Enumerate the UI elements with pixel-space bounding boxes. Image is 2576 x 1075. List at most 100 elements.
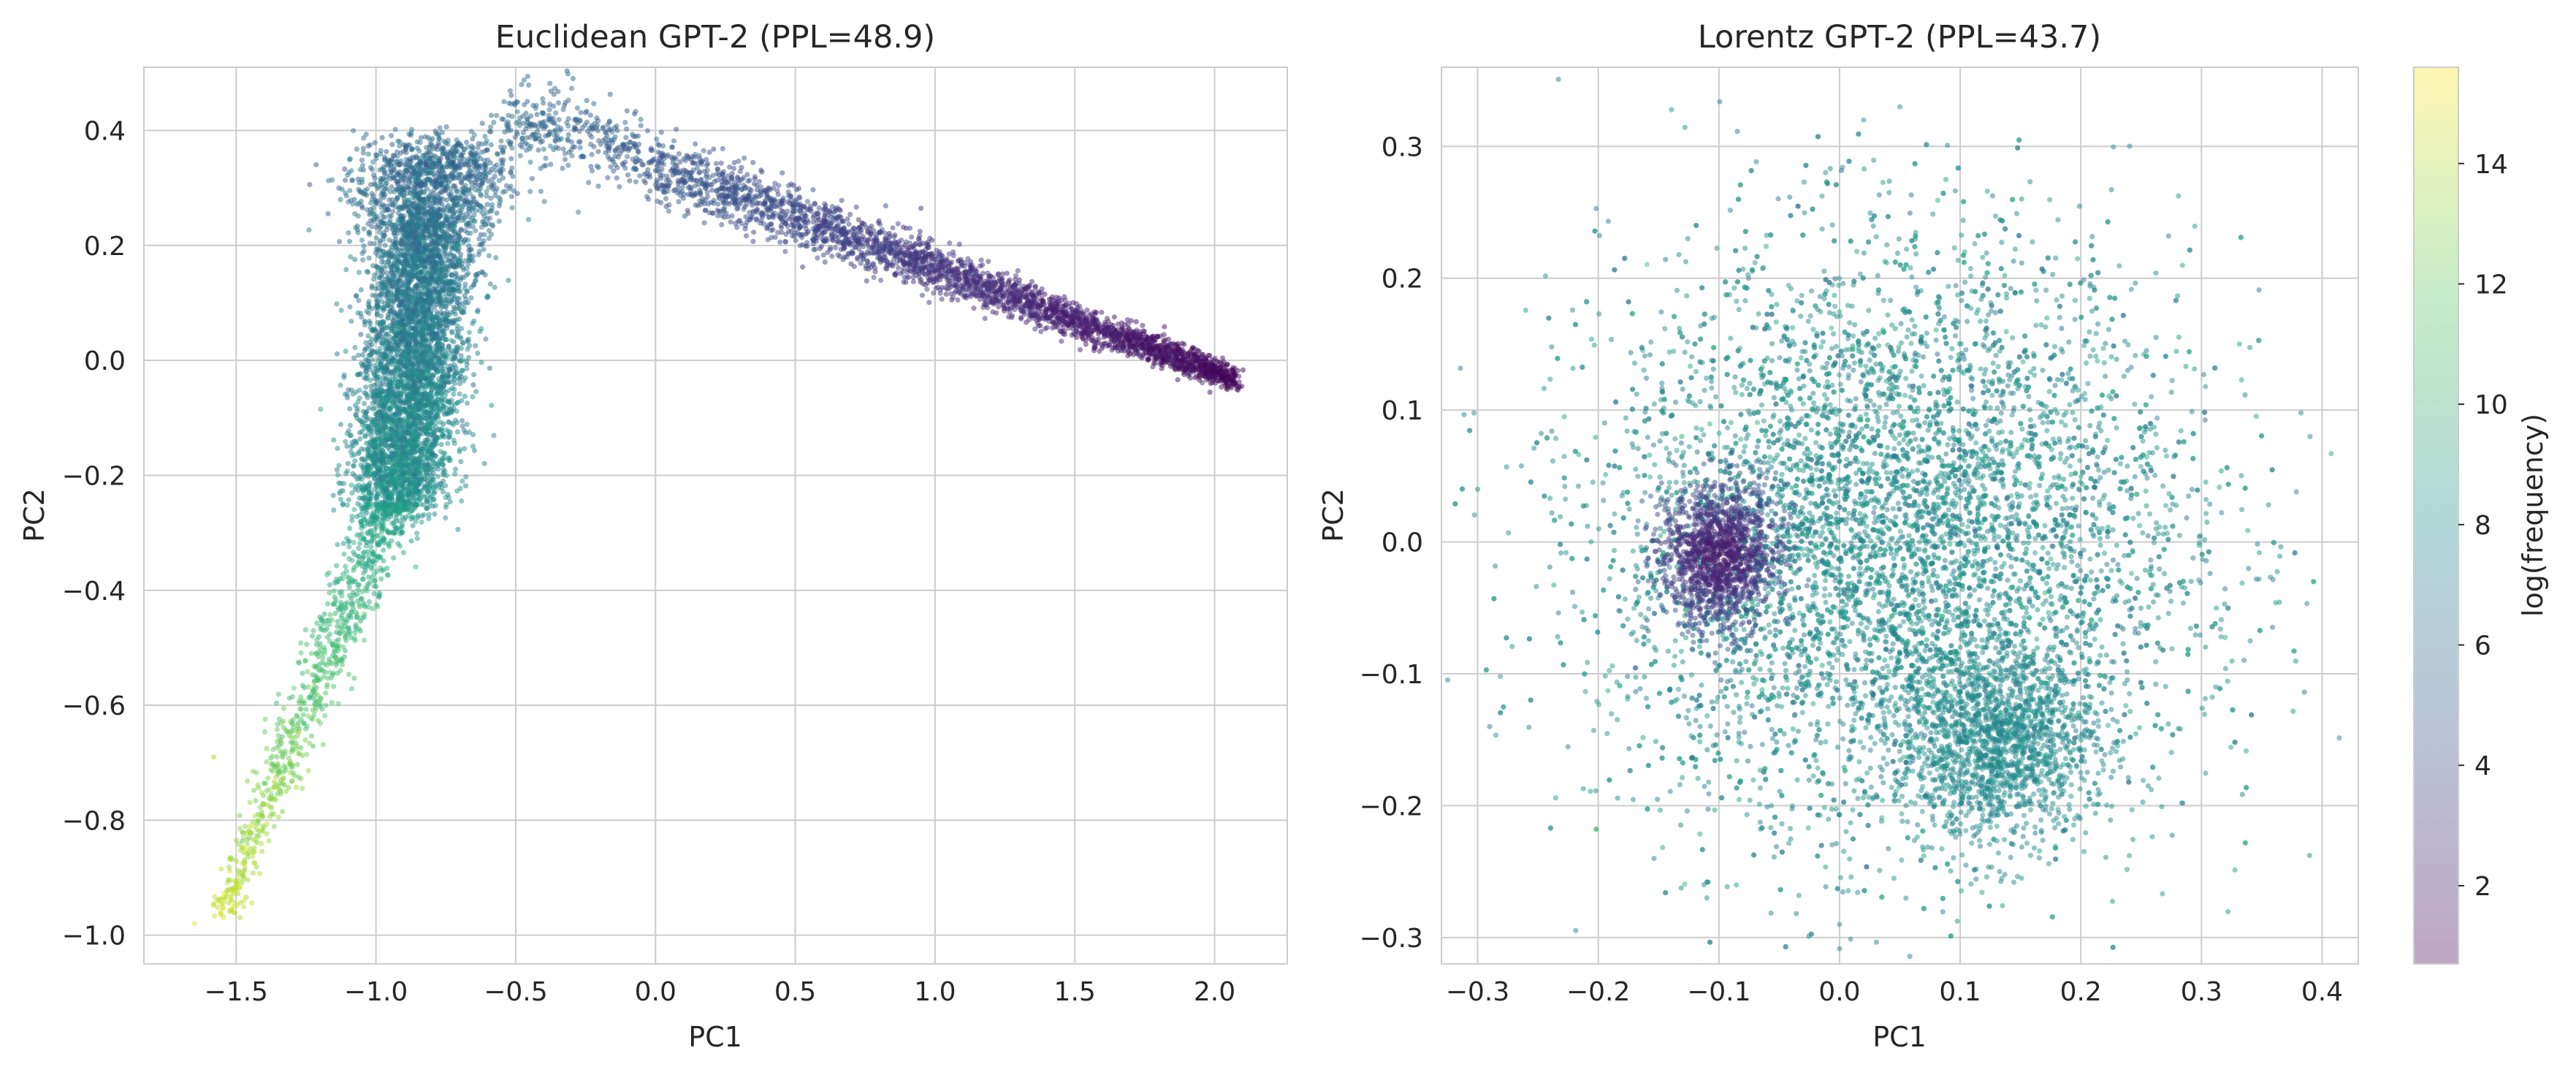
scatter-point (455, 526, 461, 533)
scatter-point (396, 425, 402, 431)
scatter-point (456, 175, 462, 181)
scatter-point (460, 357, 466, 363)
scatter-point (382, 243, 388, 248)
scatter-point (365, 301, 371, 307)
scatter-point (359, 238, 365, 243)
scatter-point (408, 214, 414, 220)
scatter-point (468, 295, 474, 301)
scatter-point (432, 511, 438, 517)
scatter-point (595, 183, 601, 189)
scatter-point (389, 142, 395, 148)
scatter-point (479, 242, 484, 248)
scatter-point (434, 354, 440, 360)
scatter-point (387, 385, 393, 391)
scatter-point (422, 134, 428, 140)
scatter-point (426, 342, 432, 348)
scatter-point (343, 349, 348, 354)
scatter-point (334, 467, 340, 473)
scatter-point (487, 208, 493, 214)
scatter-point (466, 168, 473, 174)
scatter-point (485, 293, 491, 299)
scatter-point (358, 332, 364, 338)
scatter-point (441, 421, 446, 427)
scatter-point (361, 135, 367, 141)
scatter-point (460, 478, 465, 484)
scatter-point (529, 175, 535, 181)
scatter-point (375, 367, 381, 373)
scatter-point (342, 178, 348, 183)
scatter-point (484, 193, 489, 199)
scatter-point (370, 197, 376, 202)
scatter-point (443, 515, 449, 521)
scatter-point (413, 283, 419, 289)
scatter-point (403, 444, 409, 449)
scatter-point (364, 268, 370, 274)
scatter-point (338, 382, 343, 388)
scatter-point (393, 354, 399, 360)
scatter-point (496, 178, 502, 183)
scatter-point (440, 462, 446, 468)
scatter-point (460, 189, 466, 195)
scatter-point (419, 426, 424, 432)
scatter-point (462, 227, 468, 234)
scatter-point (372, 140, 378, 145)
scatter-point (318, 406, 324, 412)
scatter-point (457, 391, 462, 397)
scatter-point (348, 167, 354, 174)
scatter-point (481, 460, 487, 466)
scatter-point (486, 185, 492, 191)
scatter-point (487, 215, 493, 221)
scatter-point (343, 471, 349, 476)
scatter-point (359, 162, 366, 169)
scatter-point (417, 187, 423, 193)
scatter-point (392, 126, 398, 132)
scatter-point (383, 376, 389, 381)
scatter-point (451, 183, 458, 189)
scatter-point (416, 148, 422, 154)
scatter-point (478, 191, 484, 197)
scatter-point (410, 154, 416, 160)
scatter-point (487, 129, 492, 134)
scatter-point (509, 165, 515, 171)
scatter-point (466, 354, 472, 360)
scatter-point (352, 458, 358, 464)
scatter-point (382, 232, 388, 238)
scatter-point (352, 257, 358, 262)
scatter-point (400, 142, 407, 148)
scatter-point (334, 301, 340, 307)
scatter-point (454, 323, 460, 329)
scatter-point (424, 425, 431, 431)
scatter-point (402, 172, 408, 178)
scatter-point (435, 474, 441, 479)
scatter-point (456, 295, 462, 301)
scatter-point (342, 166, 348, 172)
scatter-point (514, 191, 520, 197)
scatter-point (483, 141, 489, 147)
scatter-point (387, 217, 393, 224)
scatter-point (417, 298, 423, 304)
scatter-point (491, 433, 497, 438)
scatter-point (356, 451, 362, 457)
scatter-point (449, 196, 454, 202)
scatter-point (479, 326, 484, 332)
scatter-point (423, 415, 429, 422)
scatter-point (408, 147, 414, 153)
scatter-point (509, 145, 515, 151)
scatter-point (454, 419, 460, 426)
scatter-point (346, 156, 352, 163)
scatter-point (384, 357, 390, 362)
scatter-point (397, 398, 403, 403)
scatter-point (362, 357, 369, 362)
scatter-point (473, 389, 479, 395)
scatter-point (438, 241, 444, 247)
scatter-point (362, 433, 368, 439)
scatter-point (419, 284, 425, 290)
scatter-point (448, 177, 454, 183)
scatter-point (473, 228, 479, 234)
scatter-point (406, 131, 412, 137)
scatter-point (438, 428, 443, 433)
scatter-point (350, 391, 356, 397)
scatter-point (357, 371, 363, 376)
scatter-point (387, 311, 394, 317)
scatter-point (357, 417, 362, 423)
